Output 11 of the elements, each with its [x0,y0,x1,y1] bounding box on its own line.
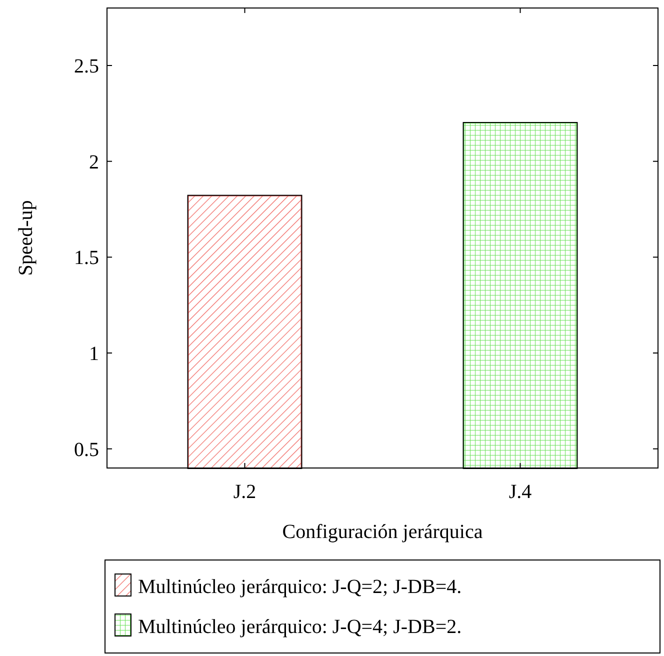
x-axis-title: Configuración jerárquica [282,521,483,543]
x-tick-label: J.4 [508,481,532,503]
y-tick-label: 1 [89,343,99,365]
legend-label: Multinúcleo jerárquico: J-Q=2; J-DB=4. [138,576,462,598]
y-tick-label: 0.5 [74,438,99,461]
y-tick-label: 2 [89,151,99,174]
x-tick-label: J.2 [233,481,256,503]
y-tick-label: 2.5 [74,56,99,78]
y-tick-label: 1.5 [74,247,99,270]
y-axis-title: Speed-up [15,200,37,276]
legend-label: Multinúcleo jerárquico: J-Q=4; J-DB=2. [138,616,462,638]
